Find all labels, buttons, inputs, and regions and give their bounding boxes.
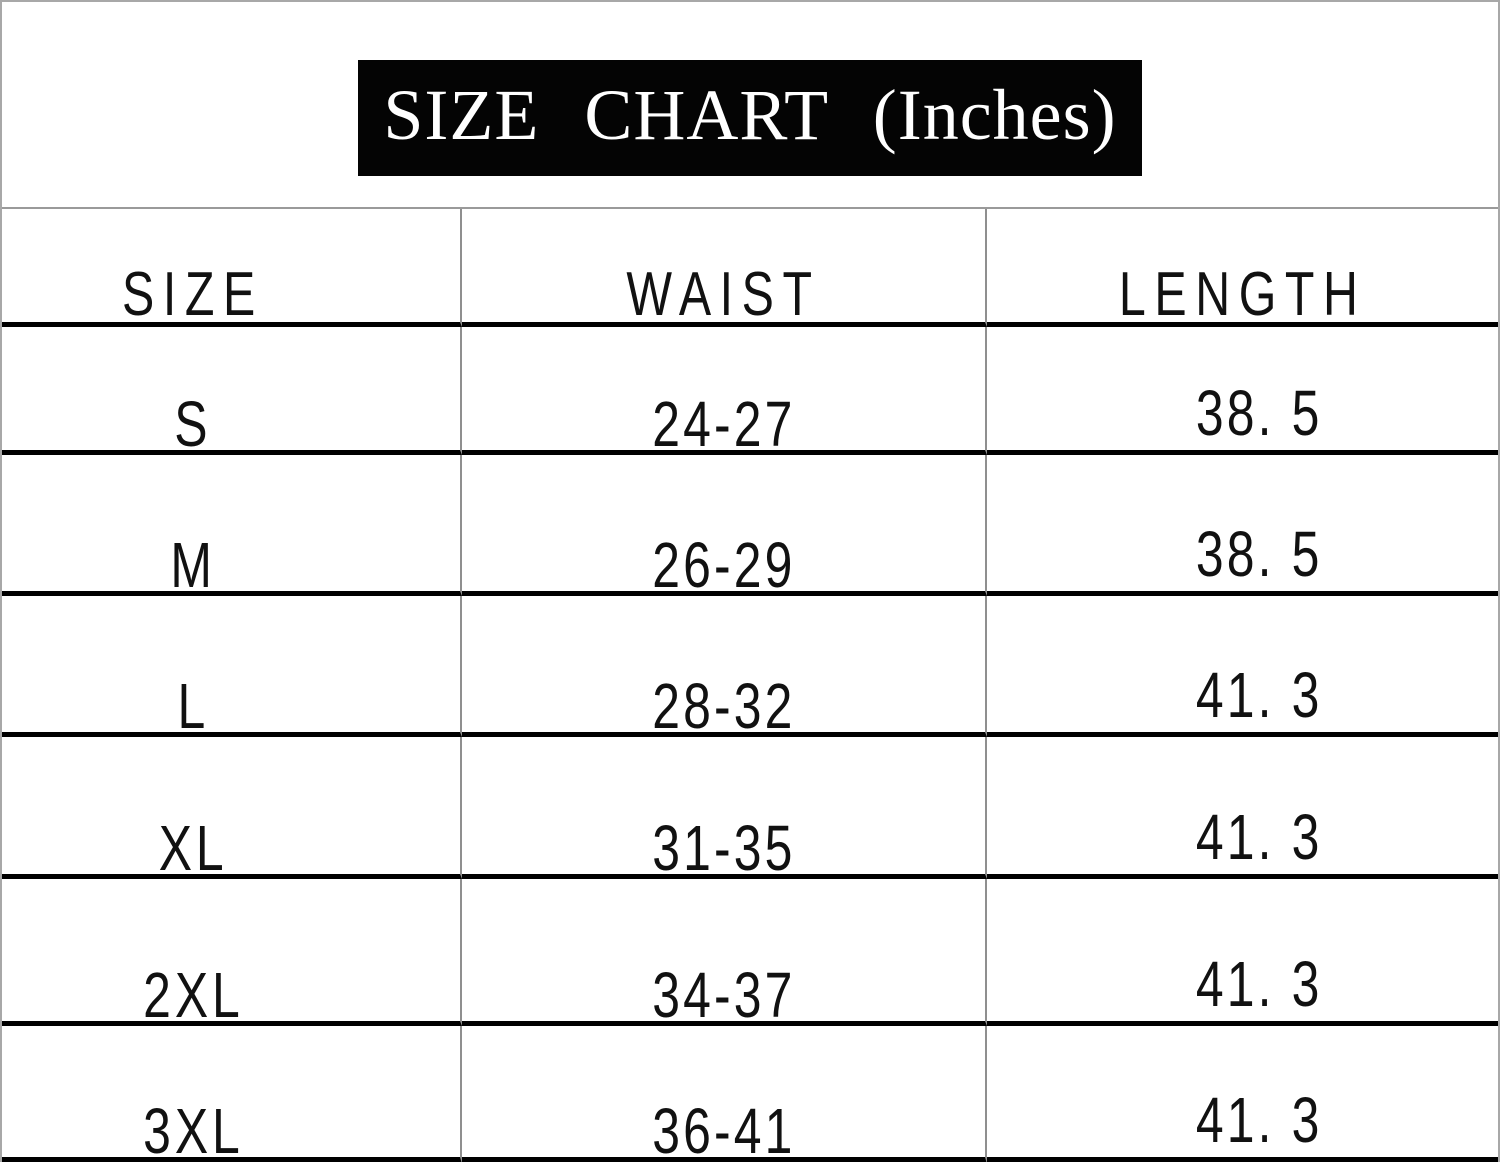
- title-banner: SIZE CHART (Inches): [358, 60, 1142, 176]
- size-label: M: [170, 529, 216, 596]
- waist-value: 28-32: [651, 670, 796, 737]
- size-table: SIZE WAIST LENGTH S 24-27 38. 5 M: [2, 207, 1498, 1162]
- size-cell: XL: [2, 737, 462, 879]
- size-cell: M: [2, 455, 462, 596]
- waist-value: 24-27: [651, 388, 796, 455]
- header-cell-size: SIZE: [2, 209, 462, 327]
- column-header-waist: WAIST: [626, 260, 821, 327]
- length-cell: 41. 3: [987, 879, 1498, 1026]
- waist-cell: 34-37: [462, 879, 987, 1026]
- length-value: 41. 3: [1196, 801, 1323, 873]
- length-value: 41. 3: [1196, 659, 1323, 731]
- size-label: L: [177, 670, 209, 737]
- size-label: 3XL: [142, 1095, 244, 1162]
- length-cell: 41. 3: [987, 596, 1498, 737]
- waist-value: 34-37: [651, 959, 796, 1026]
- size-label: S: [174, 388, 212, 455]
- size-label: 2XL: [142, 959, 244, 1026]
- size-cell: S: [2, 327, 462, 455]
- length-value: 41. 3: [1196, 1084, 1323, 1156]
- header-cell-length: LENGTH: [987, 209, 1498, 327]
- length-cell: 38. 5: [987, 455, 1498, 596]
- length-cell: 38. 5: [987, 327, 1498, 455]
- length-value: 41. 3: [1196, 948, 1323, 1020]
- column-header-size: SIZE: [122, 260, 264, 327]
- waist-cell: 31-35: [462, 737, 987, 879]
- banner-area: SIZE CHART (Inches): [2, 2, 1498, 207]
- waist-cell: 28-32: [462, 596, 987, 737]
- size-cell: 2XL: [2, 879, 462, 1026]
- length-cell: 41. 3: [987, 737, 1498, 879]
- length-value: 38. 5: [1196, 518, 1323, 590]
- size-cell: L: [2, 596, 462, 737]
- waist-cell: 36-41: [462, 1026, 987, 1162]
- waist-cell: 26-29: [462, 455, 987, 596]
- waist-value: 36-41: [651, 1095, 796, 1162]
- waist-cell: 24-27: [462, 327, 987, 455]
- waist-value: 26-29: [651, 529, 796, 596]
- size-cell: 3XL: [2, 1026, 462, 1162]
- page-title: SIZE CHART (Inches): [383, 75, 1117, 155]
- waist-value: 31-35: [651, 812, 796, 879]
- column-header-length: LENGTH: [1118, 260, 1367, 327]
- length-value: 38. 5: [1196, 377, 1323, 449]
- length-cell: 41. 3: [987, 1026, 1498, 1162]
- header-cell-waist: WAIST: [462, 209, 987, 327]
- size-label: XL: [158, 812, 228, 879]
